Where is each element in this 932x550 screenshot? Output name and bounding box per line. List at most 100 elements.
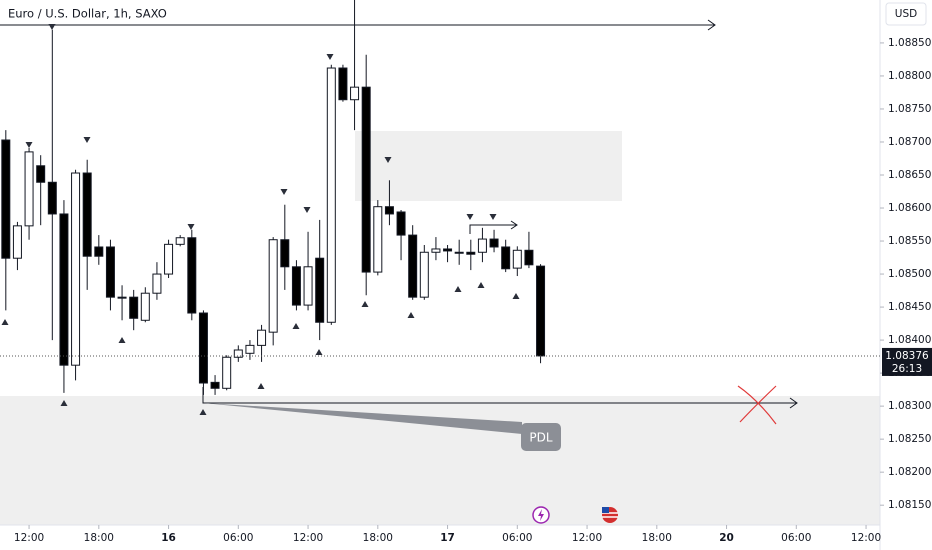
y-tick-label: 1.08550 <box>888 235 931 247</box>
candle-body <box>117 296 127 299</box>
y-tick-label: 1.08650 <box>888 169 931 181</box>
y-tick-label: 1.08400 <box>888 334 931 346</box>
currency-box[interactable] <box>885 2 927 26</box>
y-tick-label: 1.08750 <box>888 103 931 115</box>
candle-body <box>24 151 34 227</box>
candle-body <box>291 266 301 306</box>
fractal-up <box>118 337 126 343</box>
x-tick-label: 12:00 <box>572 532 602 544</box>
fractal-up <box>1 319 9 325</box>
y-tick-label: 1.08300 <box>888 400 931 412</box>
x-tick-label: 06:00 <box>781 532 811 544</box>
candle-body <box>59 213 69 366</box>
candles <box>1 0 546 395</box>
x-tick-label: 16 <box>161 532 176 544</box>
candle-body <box>164 243 174 275</box>
candle-body <box>326 67 336 323</box>
candle-body <box>12 225 22 259</box>
demand-zone <box>0 396 880 525</box>
candle-body <box>1 139 11 259</box>
y-tick-label: 1.08200 <box>888 466 931 478</box>
candle-body <box>280 239 290 268</box>
candle-body <box>268 239 278 333</box>
y-tick-label: 1.08150 <box>888 499 931 511</box>
x-tick-label: 12:00 <box>851 532 881 544</box>
candle-body <box>350 86 360 101</box>
candle-body <box>315 257 325 323</box>
fractal-down <box>83 137 91 143</box>
currency-label[interactable]: USD <box>895 8 917 20</box>
callout-box <box>521 423 561 451</box>
candle-body <box>257 329 267 346</box>
candle-body <box>210 381 220 389</box>
x-tick-label: 18:00 <box>84 532 114 544</box>
arrow-head <box>707 19 716 31</box>
fractal-up <box>512 293 520 299</box>
x-tick-label: 18:00 <box>363 532 393 544</box>
candle-body <box>454 251 464 254</box>
x-tick-label: 17 <box>440 532 455 544</box>
fractal-up <box>477 282 485 288</box>
supply-zone <box>355 131 622 201</box>
arrow-head <box>510 220 518 230</box>
candle-body <box>152 273 162 294</box>
cross-mark <box>737 385 777 425</box>
candle-body <box>47 181 57 215</box>
candle-body <box>187 237 197 314</box>
x-tick-label: 12:00 <box>14 532 44 544</box>
fractal-markers <box>1 24 520 415</box>
callout-pointer <box>203 403 522 434</box>
fractal-up <box>199 409 207 415</box>
candle-body <box>105 246 115 298</box>
cross-stroke <box>737 385 777 425</box>
candle-body <box>82 172 92 257</box>
candle-body <box>94 246 104 257</box>
candle-body <box>524 249 534 266</box>
chart-title: Euro / U.S. Dollar, 1h, SAXO <box>8 7 167 21</box>
x-tick-label: 18:00 <box>642 532 672 544</box>
last-price-box <box>882 347 932 376</box>
candle-body <box>129 296 139 319</box>
fractal-up <box>361 301 369 307</box>
y-tick-label: 1.08800 <box>888 70 931 82</box>
candle-body <box>536 265 546 357</box>
fractal-down <box>187 224 195 230</box>
candle-body <box>501 246 511 270</box>
candle-body <box>245 344 255 354</box>
fractal-up <box>454 286 462 292</box>
candle-body <box>361 86 371 273</box>
fractal-down <box>489 214 497 220</box>
arrow-head <box>789 397 798 409</box>
y-tick-label: 1.08500 <box>888 268 931 280</box>
candle-body <box>233 349 243 358</box>
candle-body <box>512 249 522 269</box>
candle-body <box>71 172 81 366</box>
x-tick-label: 20 <box>719 532 734 544</box>
y-tick-label: 1.08700 <box>888 136 931 148</box>
y-tick-label: 1.08850 <box>888 37 931 49</box>
last-price-label: 1.08376 <box>885 350 929 362</box>
candle-body <box>477 238 487 253</box>
candle-body <box>175 237 185 245</box>
candle-body <box>140 292 150 321</box>
x-tick-label: 12:00 <box>293 532 323 544</box>
y-tick-label: 1.08250 <box>888 433 931 445</box>
candle-body <box>466 251 476 255</box>
fractal-down <box>48 24 56 30</box>
fractal-up <box>407 312 415 318</box>
candle-body <box>396 211 406 236</box>
candle-body <box>419 251 429 298</box>
candle-body <box>198 312 208 384</box>
fractal-down <box>280 189 288 195</box>
fractal-up <box>315 349 323 355</box>
candle-body <box>384 206 394 215</box>
fractal-down <box>466 214 474 220</box>
y-tick-label: 1.08450 <box>888 301 931 313</box>
candle-body <box>489 238 499 248</box>
lightning <box>538 509 544 521</box>
cross-stroke <box>739 385 777 423</box>
callout-label: PDL <box>529 431 552 445</box>
fractal-down <box>384 157 392 163</box>
fractal-up <box>60 400 68 406</box>
